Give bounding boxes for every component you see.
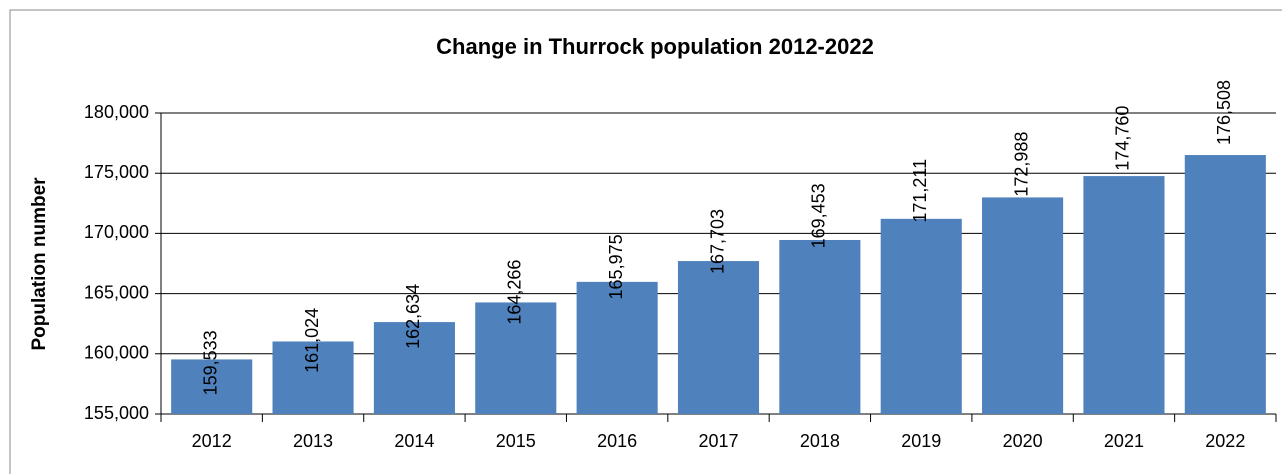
y-axis-label: Population number [29,177,50,351]
bar [171,359,253,414]
x-tick-label: 2012 [192,431,232,451]
x-tick-label: 2018 [800,431,840,451]
bar [1083,176,1165,414]
x-tick-label: 2013 [293,431,333,451]
data-label: 164,266 [505,260,525,325]
data-label: 169,453 [809,183,829,248]
bar [475,302,557,414]
bar [982,197,1064,414]
bar [576,281,658,414]
data-label: 159,533 [200,330,220,395]
bar [779,239,861,414]
y-tick-label: 180,000 [84,102,149,122]
bar [1184,155,1266,414]
y-tick-label: 160,000 [84,343,149,363]
data-label: 165,975 [606,234,626,299]
x-tick-label: 2019 [901,431,941,451]
x-tick-label: 2015 [496,431,536,451]
y-tick-label: 155,000 [84,403,149,423]
data-label: 176,508 [1214,80,1234,145]
data-label: 161,024 [302,308,322,373]
data-label: 171,211 [910,159,930,223]
y-tick-label: 175,000 [84,162,149,182]
bar [880,218,962,414]
x-tick-label: 2016 [597,431,637,451]
bar [272,341,354,414]
chart-frame [9,9,1282,474]
data-label: 162,634 [403,284,423,349]
x-tick-label: 2017 [698,431,738,451]
data-label: 167,703 [707,209,727,274]
chart-title: Change in Thurrock population 2012-2022 [436,34,874,59]
x-tick-label: 2014 [394,431,434,451]
y-tick-label: 165,000 [84,282,149,302]
data-label: 174,760 [1113,106,1133,171]
x-tick-label: 2022 [1205,431,1245,451]
y-tick-label: 170,000 [84,222,149,242]
bar [677,261,760,414]
x-tick-label: 2021 [1104,431,1144,451]
bar [373,322,455,414]
data-label: 172,988 [1011,132,1031,197]
x-tick-label: 2020 [1003,431,1043,451]
